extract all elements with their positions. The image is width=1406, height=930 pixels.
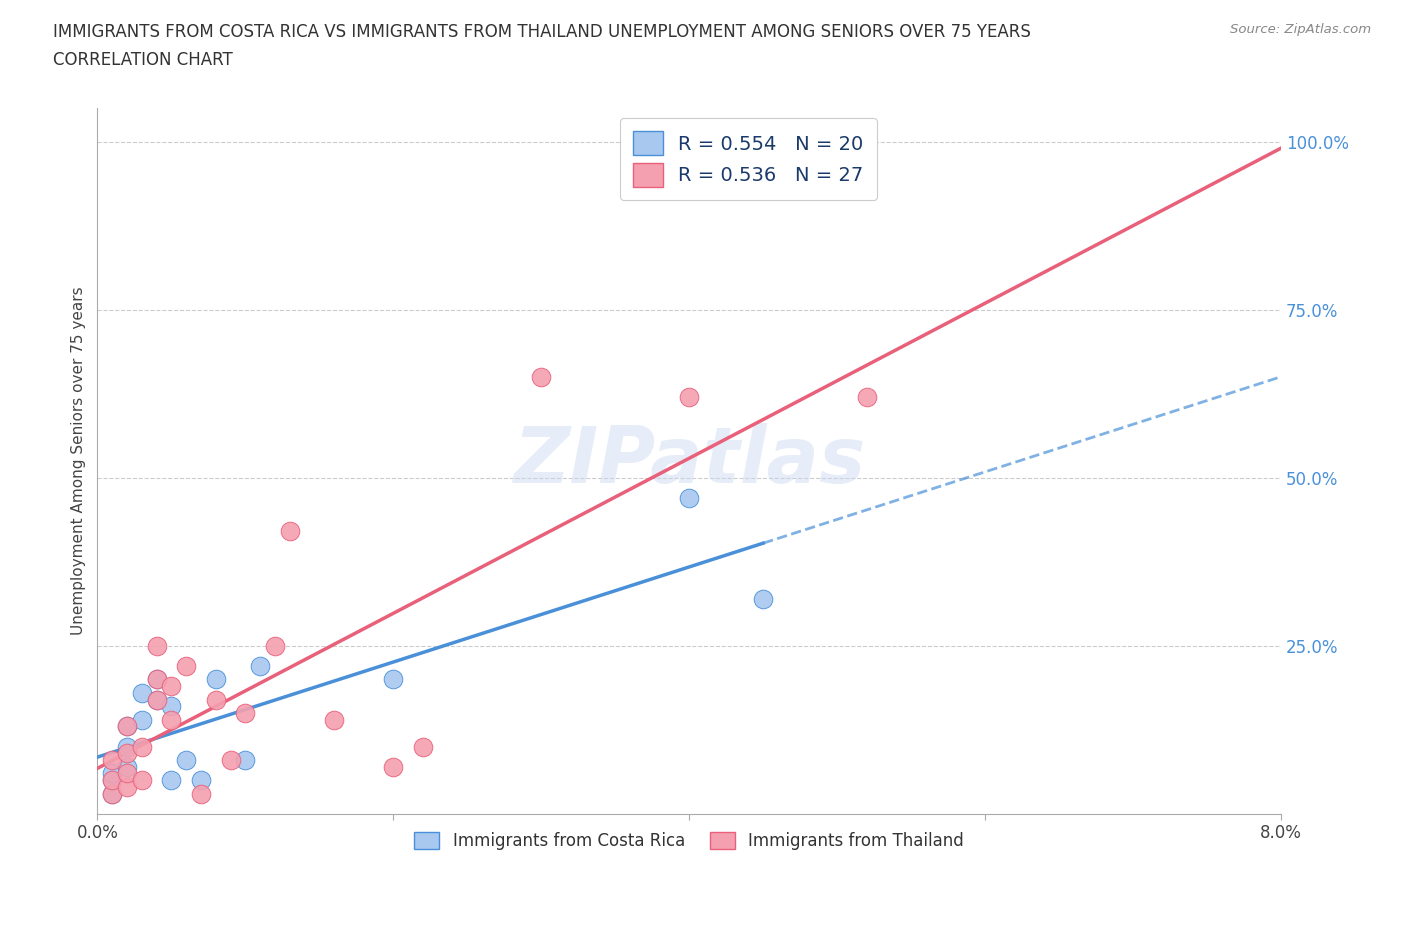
Point [530, 369, 553, 384]
Point [131, 712, 153, 727]
Text: Source: ZipAtlas.com: Source: ZipAtlas.com [1230, 23, 1371, 36]
Point [115, 766, 138, 781]
Point [249, 658, 271, 673]
Point [382, 672, 405, 687]
Point [190, 786, 212, 801]
Point [160, 698, 183, 713]
Point [855, 390, 877, 405]
Point [145, 672, 167, 687]
Point [131, 739, 153, 754]
Point [101, 766, 124, 781]
Point [219, 752, 242, 767]
Point [752, 591, 775, 606]
Point [678, 390, 700, 405]
Point [101, 773, 124, 788]
Point [323, 712, 346, 727]
Point [278, 525, 301, 539]
Point [382, 759, 405, 774]
Point [131, 773, 153, 788]
Text: CORRELATION CHART: CORRELATION CHART [53, 51, 233, 69]
Point [145, 672, 167, 687]
Point [101, 773, 124, 788]
Text: IMMIGRANTS FROM COSTA RICA VS IMMIGRANTS FROM THAILAND UNEMPLOYMENT AMONG SENIOR: IMMIGRANTS FROM COSTA RICA VS IMMIGRANTS… [53, 23, 1032, 41]
Point [174, 658, 197, 673]
Point [115, 719, 138, 734]
Point [160, 679, 183, 694]
Point [101, 752, 124, 767]
Point [190, 773, 212, 788]
Point [145, 692, 167, 707]
Point [160, 712, 183, 727]
Point [131, 685, 153, 700]
Point [264, 638, 287, 653]
Point [412, 739, 434, 754]
Point [678, 490, 700, 505]
Point [204, 672, 226, 687]
Point [233, 752, 256, 767]
Y-axis label: Unemployment Among Seniors over 75 years: Unemployment Among Seniors over 75 years [72, 286, 86, 635]
Text: ZIPatlas: ZIPatlas [513, 423, 865, 498]
Point [233, 706, 256, 721]
Point [115, 779, 138, 794]
Point [115, 746, 138, 761]
Point [145, 692, 167, 707]
Point [101, 786, 124, 801]
Point [204, 692, 226, 707]
Point [115, 719, 138, 734]
Point [174, 752, 197, 767]
Point [115, 739, 138, 754]
Legend: Immigrants from Costa Rica, Immigrants from Thailand: Immigrants from Costa Rica, Immigrants f… [406, 824, 973, 858]
Point [101, 786, 124, 801]
Point [145, 638, 167, 653]
Point [160, 773, 183, 788]
Point [115, 759, 138, 774]
